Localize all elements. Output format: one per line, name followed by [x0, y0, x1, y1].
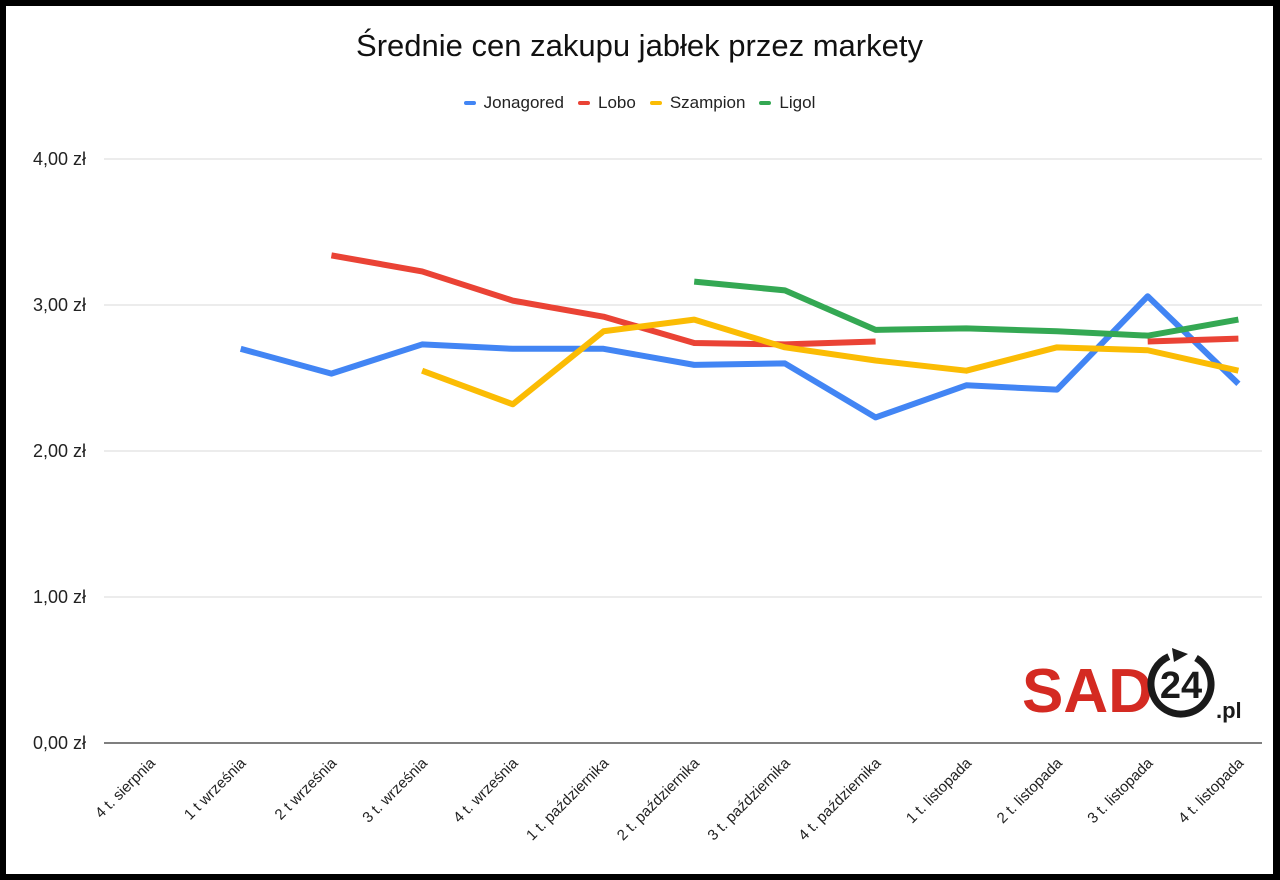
x-tick-label: 4 t. listopada — [1175, 754, 1248, 827]
logo-arrowhead-icon — [1172, 648, 1188, 662]
series-line-szampion — [421, 316, 1240, 408]
legend-swatch-icon — [759, 101, 772, 105]
legend-item-ligol: Ligol — [759, 93, 815, 113]
legend-label: Szampion — [669, 93, 746, 112]
series-line-jonagored — [239, 293, 1241, 421]
sad24-logo: SAD 24 .pl — [1022, 648, 1242, 726]
line-chart: 0,00 zł 1,00 zł 2,00 zł 3,00 zł 4,00 zł 4 t. … — [33, 149, 1262, 844]
series-line-lobo — [1147, 335, 1239, 345]
x-tick-label: 2 t. października — [614, 754, 704, 844]
legend-label: Lobo — [597, 93, 636, 112]
legend-swatch-icon — [649, 101, 662, 105]
y-tick-label: 0,00 zł — [33, 733, 86, 753]
x-tick-label: 3 t. listopada — [1084, 754, 1157, 827]
x-tick-label: 3 t. września — [359, 754, 431, 826]
chart-frame: Średnie cen zakupu jabłek przez markety … — [6, 6, 1273, 874]
x-tick-label: 2 t. listopada — [994, 754, 1067, 827]
legend-swatch-icon — [463, 101, 476, 105]
logo-suffix: .pl — [1216, 698, 1242, 723]
legend-item-lobo: Lobo — [577, 93, 636, 113]
x-tick-label: 4 t. października — [795, 754, 885, 844]
x-tick-label: 3 t. października — [704, 754, 794, 844]
y-tick-label: 4,00 zł — [33, 149, 86, 169]
chart-title: Średnie cen zakupu jabłek przez markety — [356, 28, 923, 63]
series-line-ligol — [693, 278, 1239, 339]
legend: Jonagored Lobo Szampion Ligol — [6, 93, 1273, 113]
logo-sad-text: SAD — [1022, 657, 1153, 726]
legend-item-szampion: Szampion — [649, 93, 746, 113]
legend-label: Jonagored — [483, 93, 564, 112]
logo-number: 24 — [1160, 665, 1202, 707]
y-tick-label: 2,00 zł — [33, 441, 86, 461]
x-tick-label: 4 t. sierpnia — [92, 754, 159, 821]
y-tick-label: 3,00 zł — [33, 295, 86, 315]
x-tick-label: 4 t. września — [450, 754, 522, 826]
x-tick-label: 1 t. listopada — [903, 754, 976, 827]
legend-label: Ligol — [779, 93, 816, 112]
x-tick-label: 1 t. października — [523, 754, 613, 844]
y-tick-label: 1,00 zł — [33, 587, 86, 607]
x-tick-label: 1 t września — [181, 754, 250, 823]
legend-item-jonagored: Jonagored — [463, 93, 564, 113]
legend-swatch-icon — [577, 101, 590, 105]
x-tick-label: 2 t września — [272, 754, 341, 823]
